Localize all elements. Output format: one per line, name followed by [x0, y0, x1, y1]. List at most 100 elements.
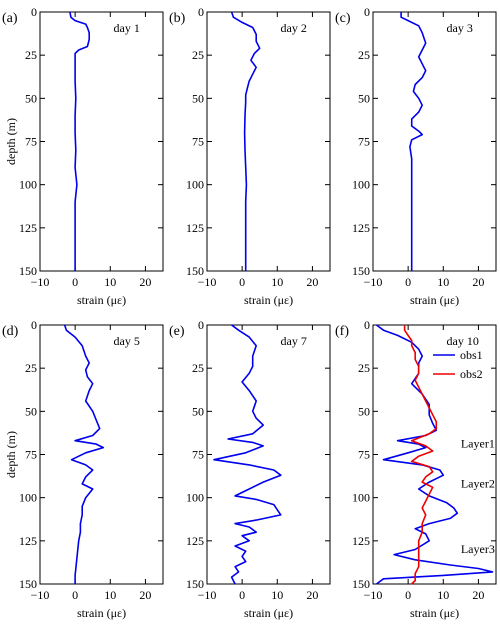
y-tick-label: 100	[186, 178, 204, 192]
panel-label: (f)	[335, 324, 349, 339]
x-tick-label: 0	[405, 588, 411, 602]
series-line-1	[230, 11, 261, 271]
y-tick-label: 50	[25, 91, 37, 105]
y-tick-label: 125	[186, 221, 204, 235]
x-axis-label: strain (με)	[410, 606, 459, 620]
x-tick-label: −10	[364, 588, 383, 602]
y-tick-label: 125	[352, 534, 370, 548]
y-tick-label: 150	[19, 264, 37, 278]
y-tick-label: 150	[352, 264, 370, 278]
series-line-1	[213, 324, 282, 585]
x-tick-label: 20	[139, 275, 151, 289]
x-tick-label: 20	[306, 275, 318, 289]
y-tick-label: 100	[19, 491, 37, 505]
panel-label: (c)	[335, 11, 351, 26]
x-tick-label: −10	[31, 588, 50, 602]
chart-panel-1: −10 0 10 20 0 25 50 75 100 125 150 strain (με) depth…	[2, 5, 164, 307]
x-tick-label: −10	[198, 588, 217, 602]
legend-entry: obs1	[460, 348, 483, 362]
y-tick-label: 125	[19, 534, 37, 548]
y-tick-label: 0	[31, 5, 37, 19]
y-tick-label: 150	[19, 577, 37, 591]
layer-annotation: Layer2	[461, 476, 495, 490]
day-label: day 7	[281, 334, 307, 348]
x-tick-label: 10	[104, 588, 116, 602]
y-tick-label: 25	[358, 48, 370, 62]
y-tick-label: 25	[25, 48, 37, 62]
x-axis-label: strain (με)	[244, 606, 293, 620]
y-tick-label: 75	[192, 135, 204, 149]
day-label: day 5	[114, 334, 140, 348]
x-axis-label: strain (με)	[410, 293, 459, 307]
y-tick-label: 50	[358, 404, 370, 418]
series-line-1	[63, 324, 105, 584]
series-line-obs2	[403, 325, 438, 585]
x-tick-label: 20	[472, 588, 484, 602]
day-label: day 1	[114, 21, 140, 35]
day-label: day 3	[447, 21, 473, 35]
panel-label: (d)	[2, 324, 19, 339]
layer-annotation: Layer3	[461, 542, 495, 556]
y-tick-label: 125	[352, 221, 370, 235]
y-tick-label: 0	[198, 318, 204, 332]
x-tick-label: 10	[271, 588, 283, 602]
plot-frame	[39, 11, 164, 272]
chart-panel-2: −10 0 10 20 0 25 50 75 100 125 150 strain (με) (b) da…	[169, 5, 331, 307]
chart-panel-6: −10 0 10 20 0 25 50 75 100 125 150 strain (με) (f) da…	[335, 318, 497, 620]
panel-label: (e)	[169, 324, 185, 339]
y-tick-label: 0	[364, 5, 370, 19]
legend-entry: obs2	[460, 367, 483, 381]
x-axis-label: strain (με)	[77, 606, 126, 620]
day-label: day 2	[281, 21, 307, 35]
y-tick-label: 50	[358, 91, 370, 105]
y-tick-label: 25	[192, 48, 204, 62]
series-line-1	[69, 11, 90, 271]
layer-annotation: Layer1	[461, 437, 495, 451]
y-tick-label: 50	[25, 404, 37, 418]
x-tick-label: 10	[271, 275, 283, 289]
x-tick-label: −10	[364, 275, 383, 289]
y-tick-label: 75	[358, 448, 370, 462]
plot-frame	[206, 324, 331, 585]
day-label: day 10	[447, 334, 479, 348]
y-tick-label: 50	[192, 404, 204, 418]
panel-label: (a)	[2, 11, 18, 26]
x-axis-label: strain (με)	[77, 293, 126, 307]
y-tick-label: 125	[186, 534, 204, 548]
x-tick-label: 0	[72, 588, 78, 602]
y-tick-label: 0	[198, 5, 204, 19]
y-tick-label: 75	[358, 135, 370, 149]
y-tick-label: 75	[25, 135, 37, 149]
x-tick-label: 0	[72, 275, 78, 289]
x-tick-label: 10	[104, 275, 116, 289]
plot-frame	[206, 11, 331, 272]
y-tick-label: 75	[192, 448, 204, 462]
y-tick-label: 50	[192, 91, 204, 105]
y-tick-label: 0	[31, 318, 37, 332]
chart-panel-3: −10 0 10 20 0 25 50 75 100 125 150 strain (με) (c) da…	[335, 5, 497, 307]
chart-panel-5: −10 0 10 20 0 25 50 75 100 125 150 strain (με) (e) da…	[169, 318, 331, 620]
x-tick-label: 10	[437, 275, 449, 289]
x-tick-label: 0	[239, 588, 245, 602]
x-tick-label: −10	[31, 275, 50, 289]
x-tick-label: −10	[198, 275, 217, 289]
y-tick-label: 150	[352, 577, 370, 591]
x-tick-label: 0	[239, 275, 245, 289]
y-tick-label: 125	[19, 221, 37, 235]
x-tick-label: 10	[437, 588, 449, 602]
y-tick-label: 25	[25, 361, 37, 375]
y-tick-label: 100	[352, 178, 370, 192]
x-tick-label: 20	[472, 275, 484, 289]
x-tick-label: 20	[306, 588, 318, 602]
y-tick-label: 100	[352, 491, 370, 505]
chart-panel-4: −10 0 10 20 0 25 50 75 100 125 150 strain (με) depth…	[2, 318, 164, 620]
y-tick-label: 100	[19, 178, 37, 192]
panel-label: (b)	[169, 11, 186, 26]
y-tick-label: 150	[186, 577, 204, 591]
y-axis-label: depth (m)	[4, 118, 18, 165]
plot-frame	[372, 11, 497, 272]
x-axis-label: strain (με)	[244, 293, 293, 307]
x-tick-label: 0	[405, 275, 411, 289]
y-tick-label: 75	[25, 448, 37, 462]
y-tick-label: 25	[192, 361, 204, 375]
